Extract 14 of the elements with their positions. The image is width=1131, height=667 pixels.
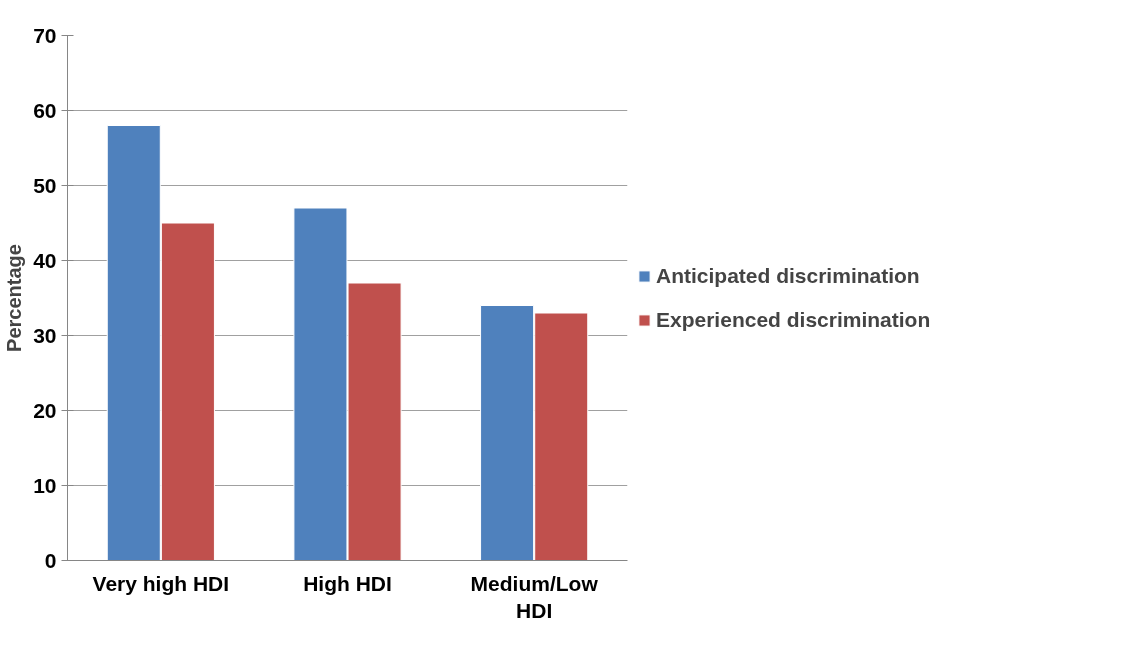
y-tick-label: 60 [33, 98, 57, 122]
y-tick-label: 0 [44, 548, 57, 572]
y-tick-label: 70 [33, 23, 57, 47]
y-tick-label: 40 [33, 248, 57, 272]
x-tick-label: Very high HDI [92, 571, 230, 595]
legend-label: Anticipated discrimination [656, 263, 920, 288]
y-tick-label: 10 [33, 473, 57, 497]
y-tick-label: 30 [33, 323, 57, 347]
y-tick-label: 20 [33, 398, 57, 422]
legend-label: Experienced discrimination [656, 307, 931, 332]
x-tick-label: Medium/Low HDI [470, 571, 599, 623]
y-tick-label: 50 [33, 173, 57, 197]
x-tick-label: High HDI [303, 571, 392, 595]
y-axis-title: Percentage [3, 244, 26, 352]
